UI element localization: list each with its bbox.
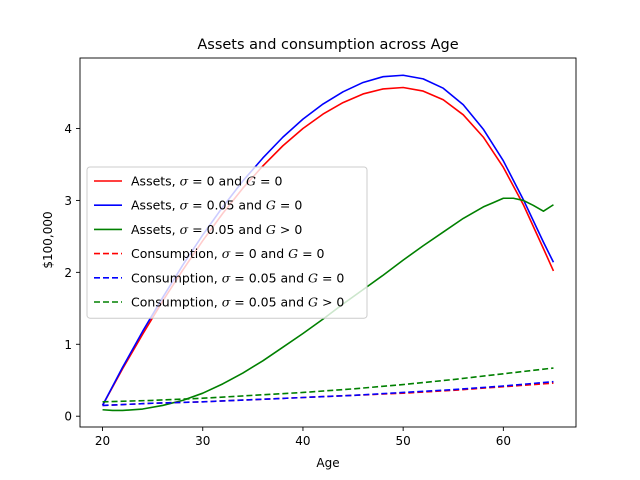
x-tick-label: 30 <box>195 434 210 448</box>
y-tick-label: 2 <box>64 266 72 280</box>
legend-label-3: Assets, σ = 0.05 and G > 0 <box>131 222 302 237</box>
y-axis: 0 1 2 3 4 <box>64 122 80 424</box>
legend-label-1: Assets, σ = 0 and G = 0 <box>131 174 282 189</box>
x-tick-label: 60 <box>496 434 511 448</box>
y-tick-label: 3 <box>64 194 72 208</box>
y-axis-label: $100,000 <box>41 211 55 268</box>
series-line-5 <box>102 380 554 407</box>
legend-label-4: Consumption, σ = 0 and G = 0 <box>131 246 325 261</box>
legend-label-5: Consumption, σ = 0.05 and G = 0 <box>131 270 344 285</box>
x-tick-label: 20 <box>95 434 110 448</box>
legend: Assets, σ = 0 and G = 0 Assets, σ = 0.05 … <box>86 166 368 319</box>
x-axis: 20 30 40 50 60 <box>95 427 511 448</box>
y-tick-label: 0 <box>64 410 72 424</box>
y-tick-label: 1 <box>64 338 72 352</box>
legend-label-2: Assets, σ = 0.05 and G = 0 <box>131 198 302 213</box>
plot-frame <box>79 57 577 428</box>
legend-label-6: Consumption, σ = 0.05 and G > 0 <box>131 295 344 310</box>
legend-box <box>86 166 368 319</box>
series-line-6 <box>102 367 554 403</box>
x-axis-label: Age <box>316 456 339 470</box>
x-tick-label: 40 <box>295 434 310 448</box>
y-tick-label: 4 <box>64 122 72 136</box>
x-tick-label: 50 <box>396 434 411 448</box>
chart-title: Assets and consumption across Age <box>197 37 458 53</box>
